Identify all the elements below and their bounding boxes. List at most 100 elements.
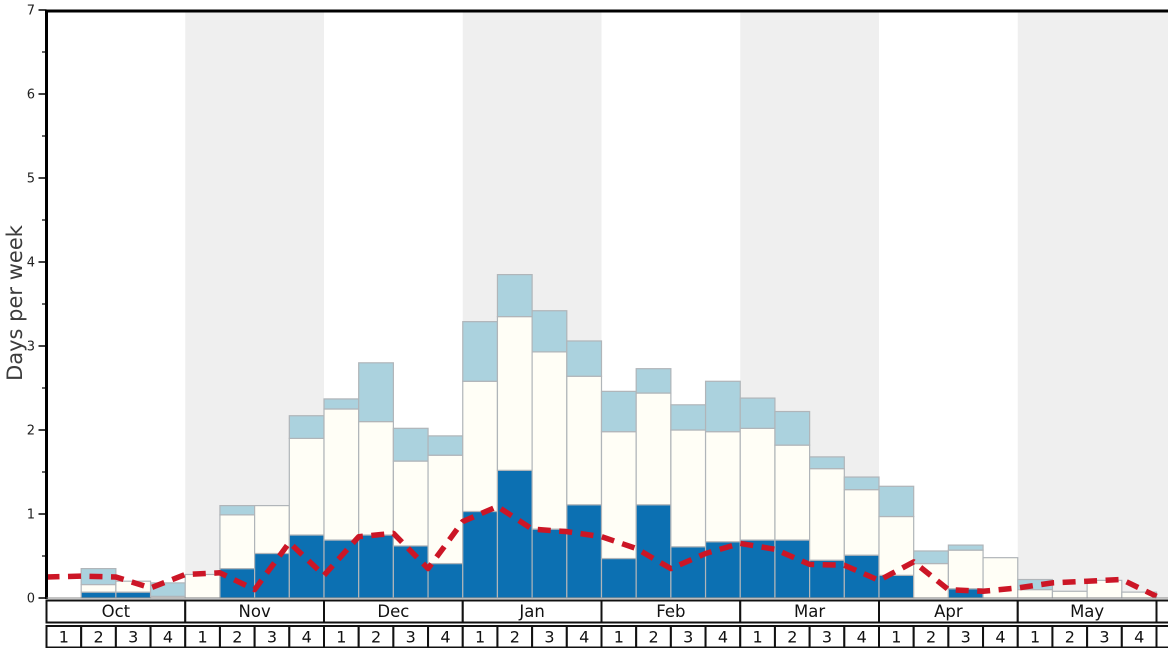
bar-Dec-1-light-blue-segment xyxy=(323,398,360,410)
y-axis-title: Days per week xyxy=(3,224,27,381)
week-number-label: 1 xyxy=(475,628,485,647)
y-tick-label: 1 xyxy=(27,508,35,523)
month-label: Apr xyxy=(934,602,963,621)
bar-Mar-2-white-segment xyxy=(774,444,811,541)
bar-Jan-1-white-segment xyxy=(462,380,499,513)
week-number-label: 1 xyxy=(59,628,69,647)
y-tick-label: 7 xyxy=(27,4,35,19)
week-row: 1 2 3 4 1 2 3 4 1 2 3 4 1 2 3 4 1 2 3 4 1 2 3 4 1 2 3 4 1 2 3 4 xyxy=(45,625,1168,648)
bar-Mar-4-white-segment xyxy=(843,489,880,556)
bar-Mar-1-white-segment xyxy=(739,427,776,541)
bar-Jan-2-white-segment xyxy=(496,316,533,471)
bar-Feb-1-dark-blue-segment xyxy=(600,557,637,599)
bar-Jan-3-white-segment xyxy=(531,351,568,530)
bar-Jan-4-white-segment xyxy=(566,375,603,506)
month-label: Dec xyxy=(377,602,409,621)
week-number-label: 4 xyxy=(163,628,173,647)
bar-Feb-3-white-segment xyxy=(670,429,707,548)
week-number-label: 2 xyxy=(926,628,936,647)
y-tick-label: 2 xyxy=(27,424,35,439)
week-number-label: 4 xyxy=(718,628,728,647)
bar-Dec-2-white-segment xyxy=(358,421,394,536)
bar-Nov-4-light-blue-segment xyxy=(288,415,325,440)
y-tick-label: 3 xyxy=(27,340,35,355)
month-label: May xyxy=(1070,602,1104,621)
bar-Feb-3-light-blue-segment xyxy=(670,404,707,431)
week-number-label: 2 xyxy=(1065,628,1075,647)
bar-Dec-4-white-segment xyxy=(427,454,464,565)
bar-Feb-2-dark-blue-segment xyxy=(635,504,672,599)
y-tick-label: 5 xyxy=(27,172,35,187)
bar-Apr-2-white-segment xyxy=(913,562,949,599)
bar-Jan-1-dark-blue-segment xyxy=(462,510,499,599)
bar-Jan-4-dark-blue-segment xyxy=(566,504,603,599)
week-number-label: 3 xyxy=(961,628,971,647)
bar-Dec-2-light-blue-segment xyxy=(358,362,394,423)
bar-Mar-2-dark-blue-segment xyxy=(774,539,811,599)
month-label: Mar xyxy=(794,602,825,621)
bar-Oct-2-white-segment xyxy=(80,583,117,593)
bar-Jan-3-dark-blue-segment xyxy=(531,528,568,599)
bar-Nov-2-white-segment xyxy=(219,514,256,570)
bar-Apr-2-light-blue-segment xyxy=(913,550,949,565)
week-number-label: 1 xyxy=(198,628,208,647)
month-label: Jan xyxy=(518,602,544,621)
bar-Jan-2-dark-blue-segment xyxy=(496,469,533,599)
week-number-label: 2 xyxy=(93,628,103,647)
bar-Mar-3-white-segment xyxy=(809,468,845,561)
week-number-label: 3 xyxy=(822,628,832,647)
bar-Mar-1-light-blue-segment xyxy=(739,397,776,429)
week-number-label: 4 xyxy=(857,628,867,647)
week-number-label: 1 xyxy=(614,628,624,647)
bar-Feb-4-light-blue-segment xyxy=(704,380,741,433)
bar-Mar-3-light-blue-segment xyxy=(809,456,845,470)
bar-Feb-4-white-segment xyxy=(704,431,741,543)
week-number-label: 1 xyxy=(1030,628,1040,647)
bar-Feb-2-light-blue-segment xyxy=(635,368,672,394)
bar-Jan-4-light-blue-segment xyxy=(566,340,603,377)
month-label: Feb xyxy=(656,602,685,621)
week-number-label: 2 xyxy=(510,628,520,647)
week-number-label: 4 xyxy=(995,628,1005,647)
month-label: Nov xyxy=(239,602,271,621)
bar-Jan-3-light-blue-segment xyxy=(531,310,568,353)
week-number-label: 4 xyxy=(302,628,312,647)
month-row: Oct Nov Dec Jan Feb Mar Apr May xyxy=(45,599,1168,624)
week-number-label: 3 xyxy=(544,628,554,647)
bar-Mar-4-light-blue-segment xyxy=(843,476,880,491)
bar-Apr-3-light-blue-segment xyxy=(947,544,984,551)
week-number-label: 4 xyxy=(440,628,450,647)
week-cell-partial xyxy=(1155,625,1168,648)
week-number-label: 3 xyxy=(267,628,277,647)
bar-Nov-2-light-blue-segment xyxy=(219,505,256,516)
bar-Dec-3-white-segment xyxy=(392,460,429,547)
bar-Jan-2-light-blue-segment xyxy=(496,274,533,318)
bar-Dec-3-light-blue-segment xyxy=(392,427,429,462)
bar-Dec-2-dark-blue-segment xyxy=(358,534,394,599)
bar-Dec-1-white-segment xyxy=(323,408,360,541)
month-shading-band xyxy=(1017,11,1168,598)
week-number-label: 4 xyxy=(1134,628,1144,647)
bar-May-1-white-segment xyxy=(1017,588,1054,599)
week-number-label: 2 xyxy=(371,628,381,647)
bar-Oct-2-dark-blue-segment xyxy=(80,591,117,599)
week-number-label: 1 xyxy=(336,628,346,647)
week-number-label: 3 xyxy=(128,628,138,647)
bar-Apr-1-light-blue-segment xyxy=(878,485,915,518)
week-number-label: 2 xyxy=(787,628,797,647)
month-cell-partial xyxy=(1155,599,1168,624)
bar-Dec-4-light-blue-segment xyxy=(427,435,464,456)
bar-May-2-white-segment xyxy=(1051,590,1088,599)
bar-Oct-3-dark-blue-segment xyxy=(115,591,152,599)
week-number-label: 1 xyxy=(891,628,901,647)
week-number-label: 2 xyxy=(648,628,658,647)
bar-Dec-4-dark-blue-segment xyxy=(427,562,464,599)
bar-Mar-2-light-blue-segment xyxy=(774,410,811,446)
y-axis: 0 1 2 3 4 5 6 7 xyxy=(27,4,1168,607)
y-tick-label: 4 xyxy=(27,256,35,271)
bar-Jan-1-light-blue-segment xyxy=(462,321,499,382)
y-tick-label: 6 xyxy=(27,88,35,103)
week-number-label: 3 xyxy=(1099,628,1109,647)
